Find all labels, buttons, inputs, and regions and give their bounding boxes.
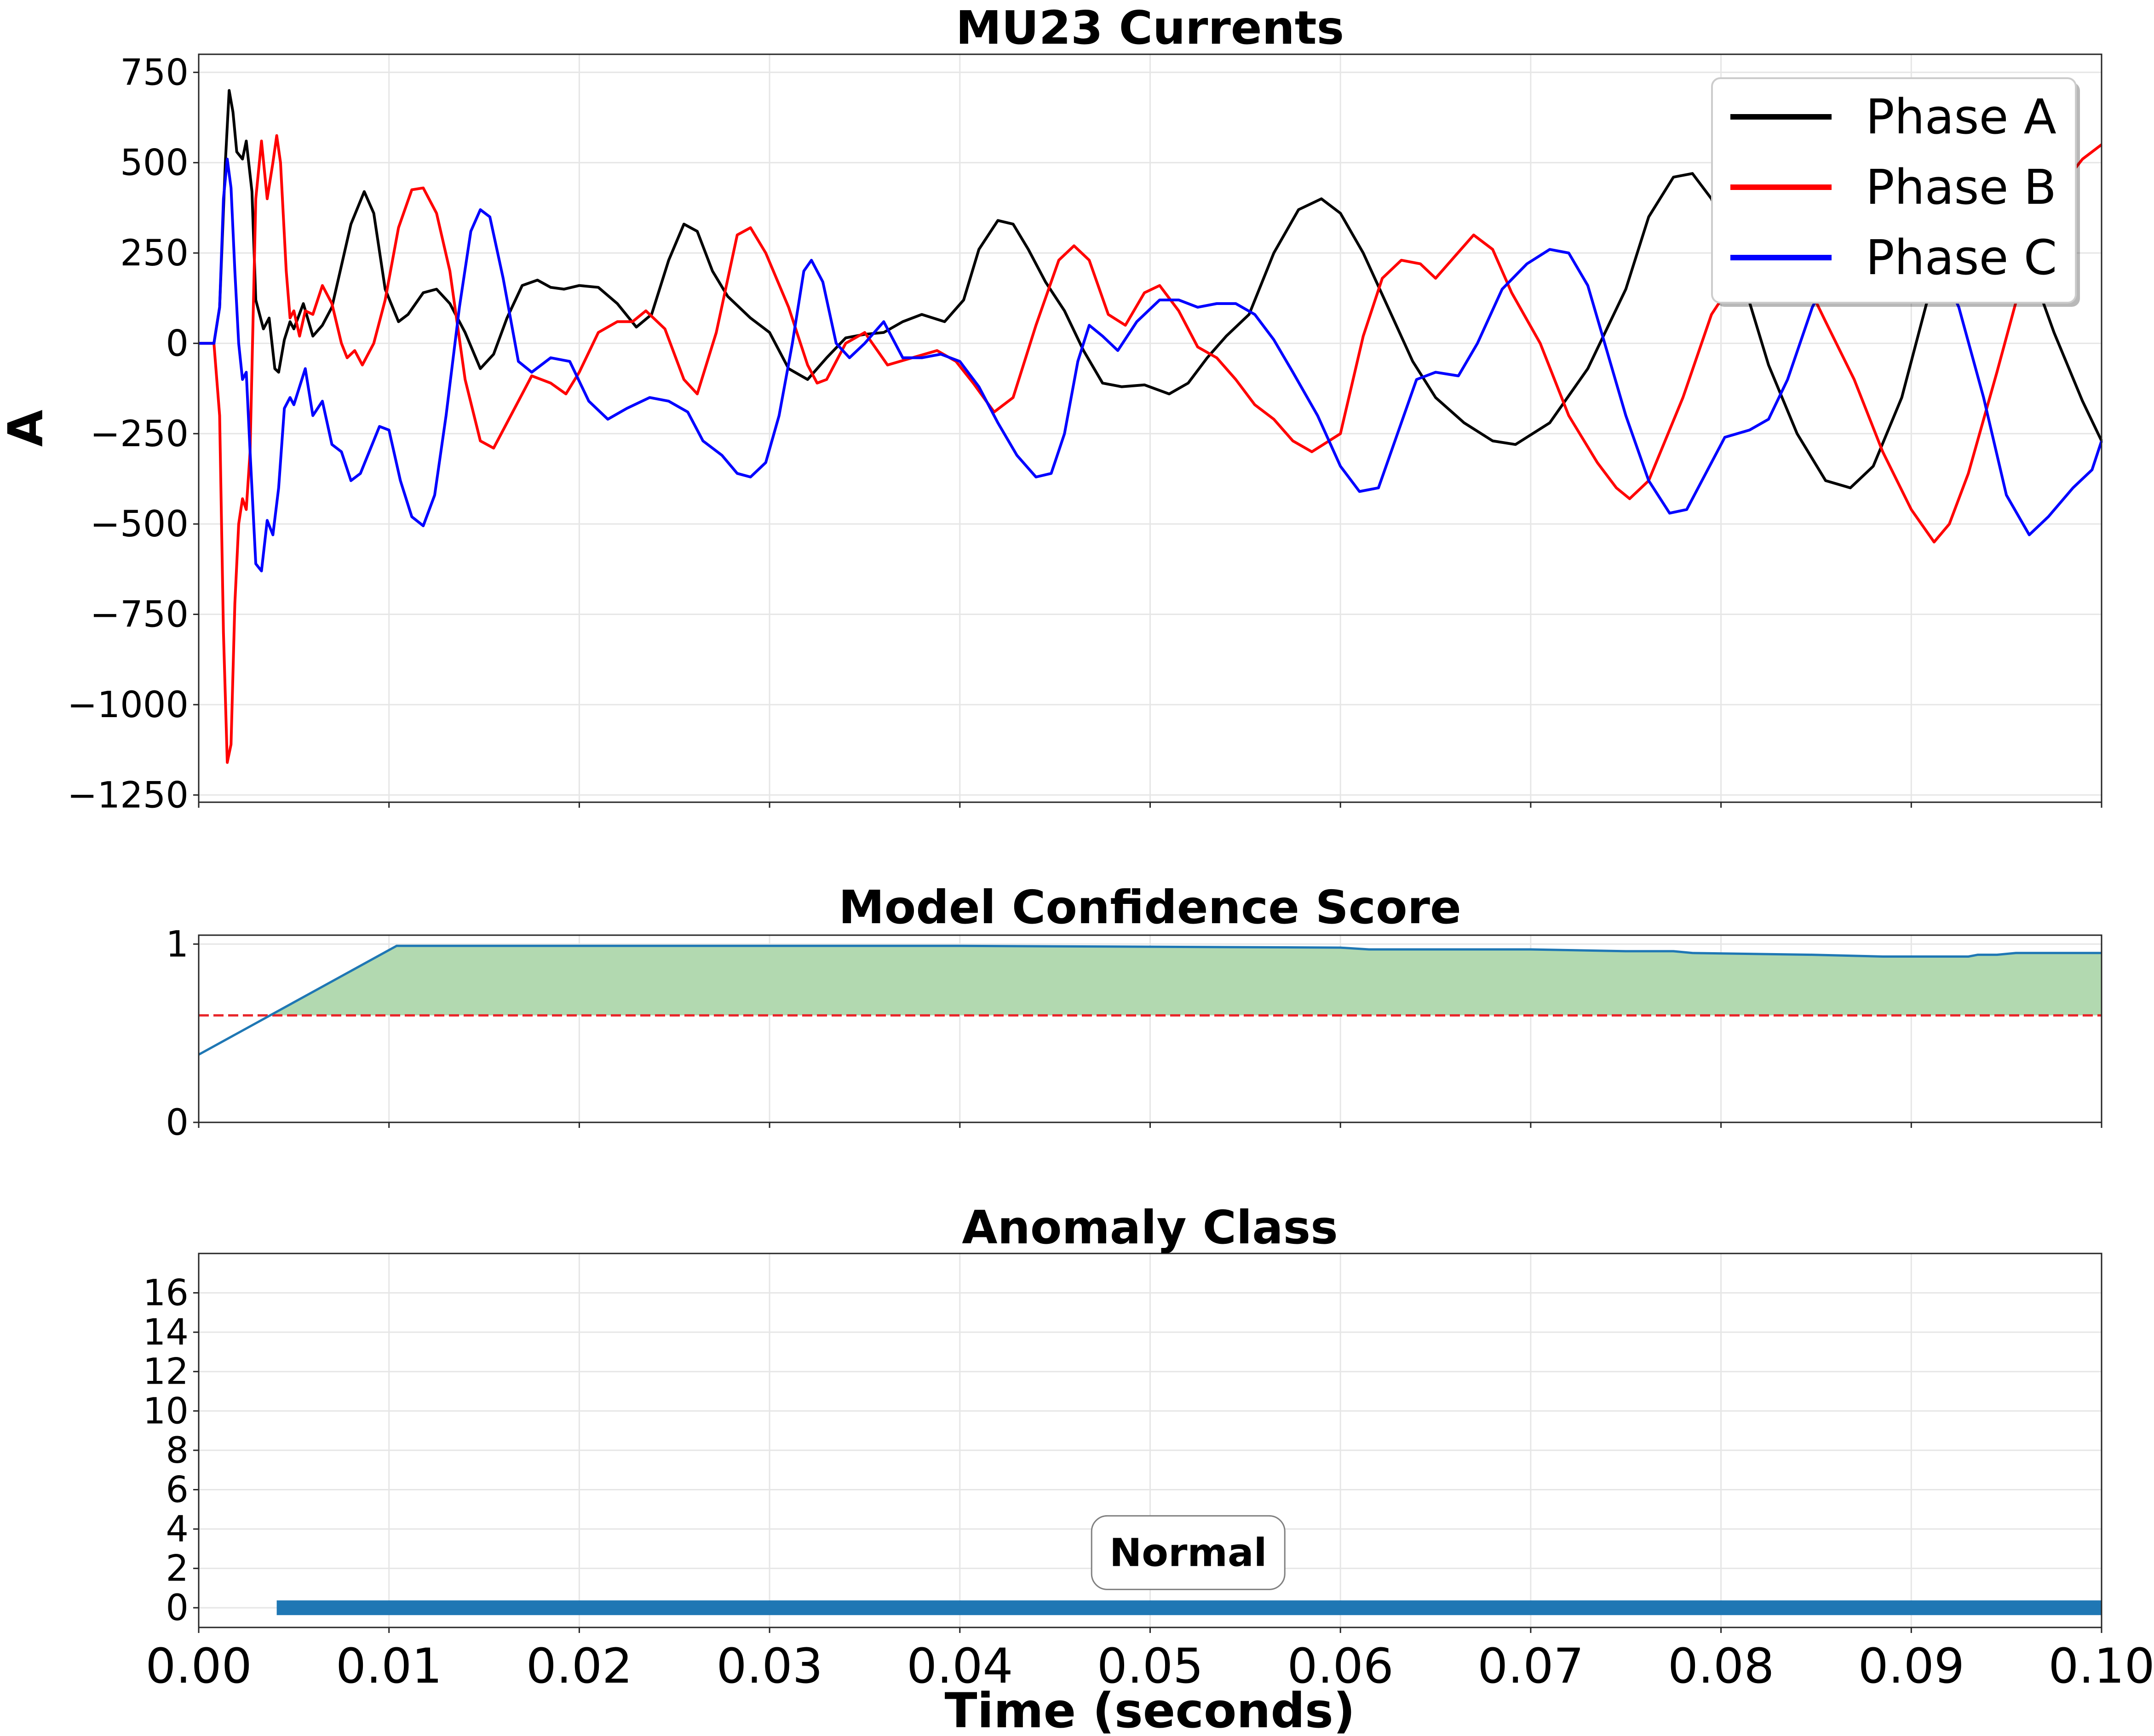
anomaly-data [276, 1600, 2102, 1615]
phase-c-line [199, 157, 2103, 573]
anomaly-class-bar [276, 1600, 2102, 1615]
x-tick-label: 0.05 [1097, 1638, 1204, 1694]
x-tick-label: 0.02 [526, 1638, 633, 1694]
currents-legend: Phase A Phase B Phase C [1711, 77, 2080, 307]
confidence-data [198, 944, 2102, 1056]
x-tick-label: 0.07 [1477, 1638, 1584, 1694]
currents-y-ticks: 750 500 250 0 −250 −500 −750 −1000 −1250 [67, 52, 199, 816]
x-axis-label: Time (seconds) [945, 1683, 1356, 1736]
confidence-fill-area [199, 946, 2102, 1016]
x-tick-label: 0.03 [716, 1638, 823, 1694]
confidence-x-ticks [198, 1122, 2102, 1128]
confidence-title: Model Confidence Score [839, 880, 1461, 934]
y-tick-label: −500 [90, 504, 189, 545]
currents-x-ticks [198, 802, 2102, 808]
y-tick-label: 500 [120, 143, 189, 184]
legend-label-phase-b: Phase B [1866, 159, 2056, 215]
x-tick-label: 0.10 [2048, 1638, 2154, 1694]
confidence-line [198, 944, 2102, 1056]
x-tick-label: 0.09 [1858, 1638, 1965, 1694]
y-tick-label: 0 [166, 1102, 189, 1144]
anomaly-x-ticks: 0.00 0.01 0.02 0.03 0.04 0.05 0.06 0.07 0.08 0.09… [145, 1627, 2154, 1694]
y-tick-label: 250 [120, 233, 189, 274]
y-tick-label: −1000 [67, 684, 189, 726]
y-tick-label: 2 [166, 1548, 189, 1590]
anomaly-title: Anomaly Class [962, 1201, 1338, 1254]
y-tick-label: 12 [143, 1351, 189, 1393]
y-tick-label: 1 [166, 924, 189, 965]
y-tick-label: 0 [166, 323, 189, 364]
x-tick-label: 0.01 [336, 1638, 442, 1694]
currents-title: MU23 Currents [956, 1, 1344, 55]
y-tick-label: 14 [143, 1312, 189, 1353]
anomaly-grid [198, 1253, 2102, 1627]
y-tick-label: 750 [120, 52, 189, 93]
y-tick-label: −1250 [67, 775, 189, 816]
phase-a-line [199, 89, 2103, 489]
currents-panel: 750 500 250 0 −250 −500 −750 −1000 −1250 MU23 Cu… [0, 1, 2103, 816]
x-tick-label: 0.04 [907, 1638, 1013, 1694]
legend-box [1711, 77, 2077, 304]
y-tick-label: −250 [90, 414, 189, 455]
confidence-y-ticks: 10 [166, 924, 199, 1144]
y-tick-label: 16 [143, 1273, 189, 1314]
x-tick-label: 0.06 [1287, 1638, 1394, 1694]
annotation-box [1091, 1515, 1286, 1590]
y-tick-label: 6 [166, 1469, 189, 1511]
legend-label-phase-c: Phase C [1866, 230, 2057, 286]
y-tick-label: 8 [166, 1430, 189, 1472]
y-tick-label: 4 [166, 1509, 189, 1550]
confidence-panel: 10 Model Confidence Score [166, 880, 2102, 1144]
phase-b-line [199, 134, 2102, 764]
y-tick-label: 0 [166, 1587, 189, 1629]
annotation-normal: Normal [1091, 1515, 1286, 1590]
legend-label-phase-a: Phase A [1866, 89, 2056, 145]
currents-y-label: A [0, 410, 54, 447]
x-tick-label: 0.00 [145, 1638, 252, 1694]
y-tick-label: −750 [90, 594, 189, 636]
annotation-text: Normal [1109, 1530, 1267, 1575]
y-tick-label: 10 [143, 1391, 189, 1432]
currents-lines [199, 89, 2103, 764]
x-tick-label: 0.08 [1668, 1638, 1775, 1694]
